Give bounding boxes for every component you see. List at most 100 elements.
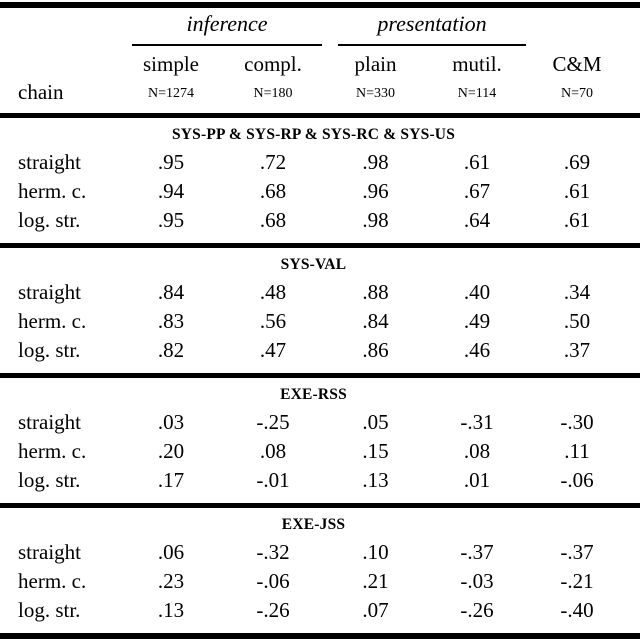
row-label: herm. c.: [18, 179, 87, 203]
cell-value: .03: [157, 410, 185, 434]
row-label: straight: [18, 540, 81, 564]
row-label: straight: [18, 150, 81, 174]
column-header-cm: C&M: [552, 51, 602, 76]
cell-value: -.25: [256, 410, 290, 434]
section-header: SYS-PP & SYS-RP & SYS-RC & SYS-US: [171, 126, 456, 143]
cell-value: .06: [157, 540, 185, 564]
section-header: EXE-RSS: [280, 386, 347, 403]
cell-value: -.26: [460, 598, 494, 622]
cell-value: .50: [563, 309, 591, 333]
cell-value: .83: [157, 309, 185, 333]
top-rule: [0, 2, 640, 8]
section-rule: [0, 243, 640, 248]
cell-value: .13: [157, 598, 185, 622]
table-header: inference presentation simple compl. pla…: [0, 8, 640, 113]
row-label-header: chain: [18, 80, 64, 104]
cell-value: .13: [362, 468, 389, 492]
sample-size-mutil: N=114: [457, 86, 497, 101]
cell-value: -.40: [560, 598, 594, 622]
cell-value: .17: [157, 468, 185, 492]
row-label: herm. c.: [18, 309, 87, 333]
column-group-label: presentation: [377, 11, 487, 36]
section-rule: [0, 503, 640, 508]
cell-value: -.06: [256, 569, 290, 593]
row-label: herm. c.: [18, 439, 87, 463]
cell-value: .05: [362, 410, 389, 434]
table-section: SYS-VAL straight .84 .48 .88 .40 .34 herm. c. .8…: [0, 248, 640, 373]
cell-value: .49: [463, 309, 491, 333]
column-header-mutil: mutil.: [452, 51, 502, 76]
sample-size-cm: N=70: [560, 86, 593, 101]
cell-value: .94: [157, 179, 185, 203]
cell-value: -.01: [256, 468, 290, 492]
cell-value: .37: [563, 338, 591, 362]
sample-size-plain: N=330: [355, 86, 395, 101]
cell-value: .98: [362, 208, 389, 232]
cell-value: .23: [157, 569, 185, 593]
cell-value: .40: [463, 280, 491, 304]
cell-value: .86: [362, 338, 389, 362]
row-label: log. str.: [18, 338, 81, 362]
cell-value: .10: [362, 540, 389, 564]
cell-value: .84: [157, 280, 185, 304]
cell-value: .48: [259, 280, 287, 304]
row-label: straight: [18, 410, 81, 434]
cell-value: .68: [259, 179, 287, 203]
cell-value: -.21: [560, 569, 594, 593]
cell-value: .84: [362, 309, 389, 333]
cell-value: .68: [259, 208, 287, 232]
cell-value: .95: [157, 150, 185, 174]
cell-value: .08: [259, 439, 287, 463]
section-header: SYS-VAL: [280, 256, 347, 273]
cell-value: .01: [463, 468, 491, 492]
cell-value: .61: [563, 179, 591, 203]
cell-value: .21: [362, 569, 389, 593]
cell-value: -.32: [256, 540, 290, 564]
cell-value: -.37: [460, 540, 494, 564]
cell-value: .72: [259, 150, 287, 174]
cell-value: -.37: [560, 540, 594, 564]
column-header-plain: plain: [354, 51, 397, 76]
row-label: log. str.: [18, 468, 81, 492]
cell-value: .20: [157, 439, 185, 463]
sample-size-compl: N=180: [253, 86, 293, 101]
cell-value: .96: [362, 179, 389, 203]
row-label: log. str.: [18, 598, 81, 622]
column-group-inference: inference: [132, 8, 322, 46]
table-sections: SYS-PP & SYS-RP & SYS-RC & SYS-US straigh…: [0, 118, 640, 639]
cell-value: .15: [362, 439, 389, 463]
cell-value: .47: [259, 338, 287, 362]
cell-value: -.30: [560, 410, 594, 434]
cell-value: .46: [463, 338, 491, 362]
header-rule: [0, 113, 640, 118]
cell-value: .07: [362, 598, 389, 622]
cell-value: .95: [157, 208, 185, 232]
table-section: SYS-PP & SYS-RP & SYS-RC & SYS-US straigh…: [0, 118, 640, 243]
row-label: straight: [18, 280, 81, 304]
column-group-label: inference: [186, 11, 268, 36]
cell-value: .69: [563, 150, 591, 174]
table-section: EXE-RSS straight .03 -.25 .05 -.31 -.30 herm. c…: [0, 378, 640, 503]
section-header: EXE-JSS: [281, 516, 346, 533]
cell-value: -.03: [460, 569, 494, 593]
sample-size-simple: N=1274: [147, 86, 194, 101]
cell-value: .56: [259, 309, 287, 333]
cell-value: -.06: [560, 468, 594, 492]
table-section: EXE-JSS straight .06 -.32 .10 -.37 -.37 herm. c…: [0, 508, 640, 633]
cell-value: .64: [463, 208, 491, 232]
row-label: log. str.: [18, 208, 81, 232]
cell-value: .67: [463, 179, 491, 203]
cell-value: .34: [563, 280, 591, 304]
column-group-presentation: presentation: [338, 8, 526, 46]
cell-value: .61: [563, 208, 591, 232]
cell-value: .61: [463, 150, 491, 174]
cell-value: .98: [362, 150, 389, 174]
cell-value: .88: [362, 280, 389, 304]
column-header-compl: compl.: [244, 51, 302, 76]
bottom-rule: [0, 633, 640, 639]
cell-value: -.31: [460, 410, 494, 434]
cell-value: .82: [157, 338, 185, 362]
cell-value: .08: [463, 439, 491, 463]
column-header-simple: simple: [143, 51, 199, 76]
